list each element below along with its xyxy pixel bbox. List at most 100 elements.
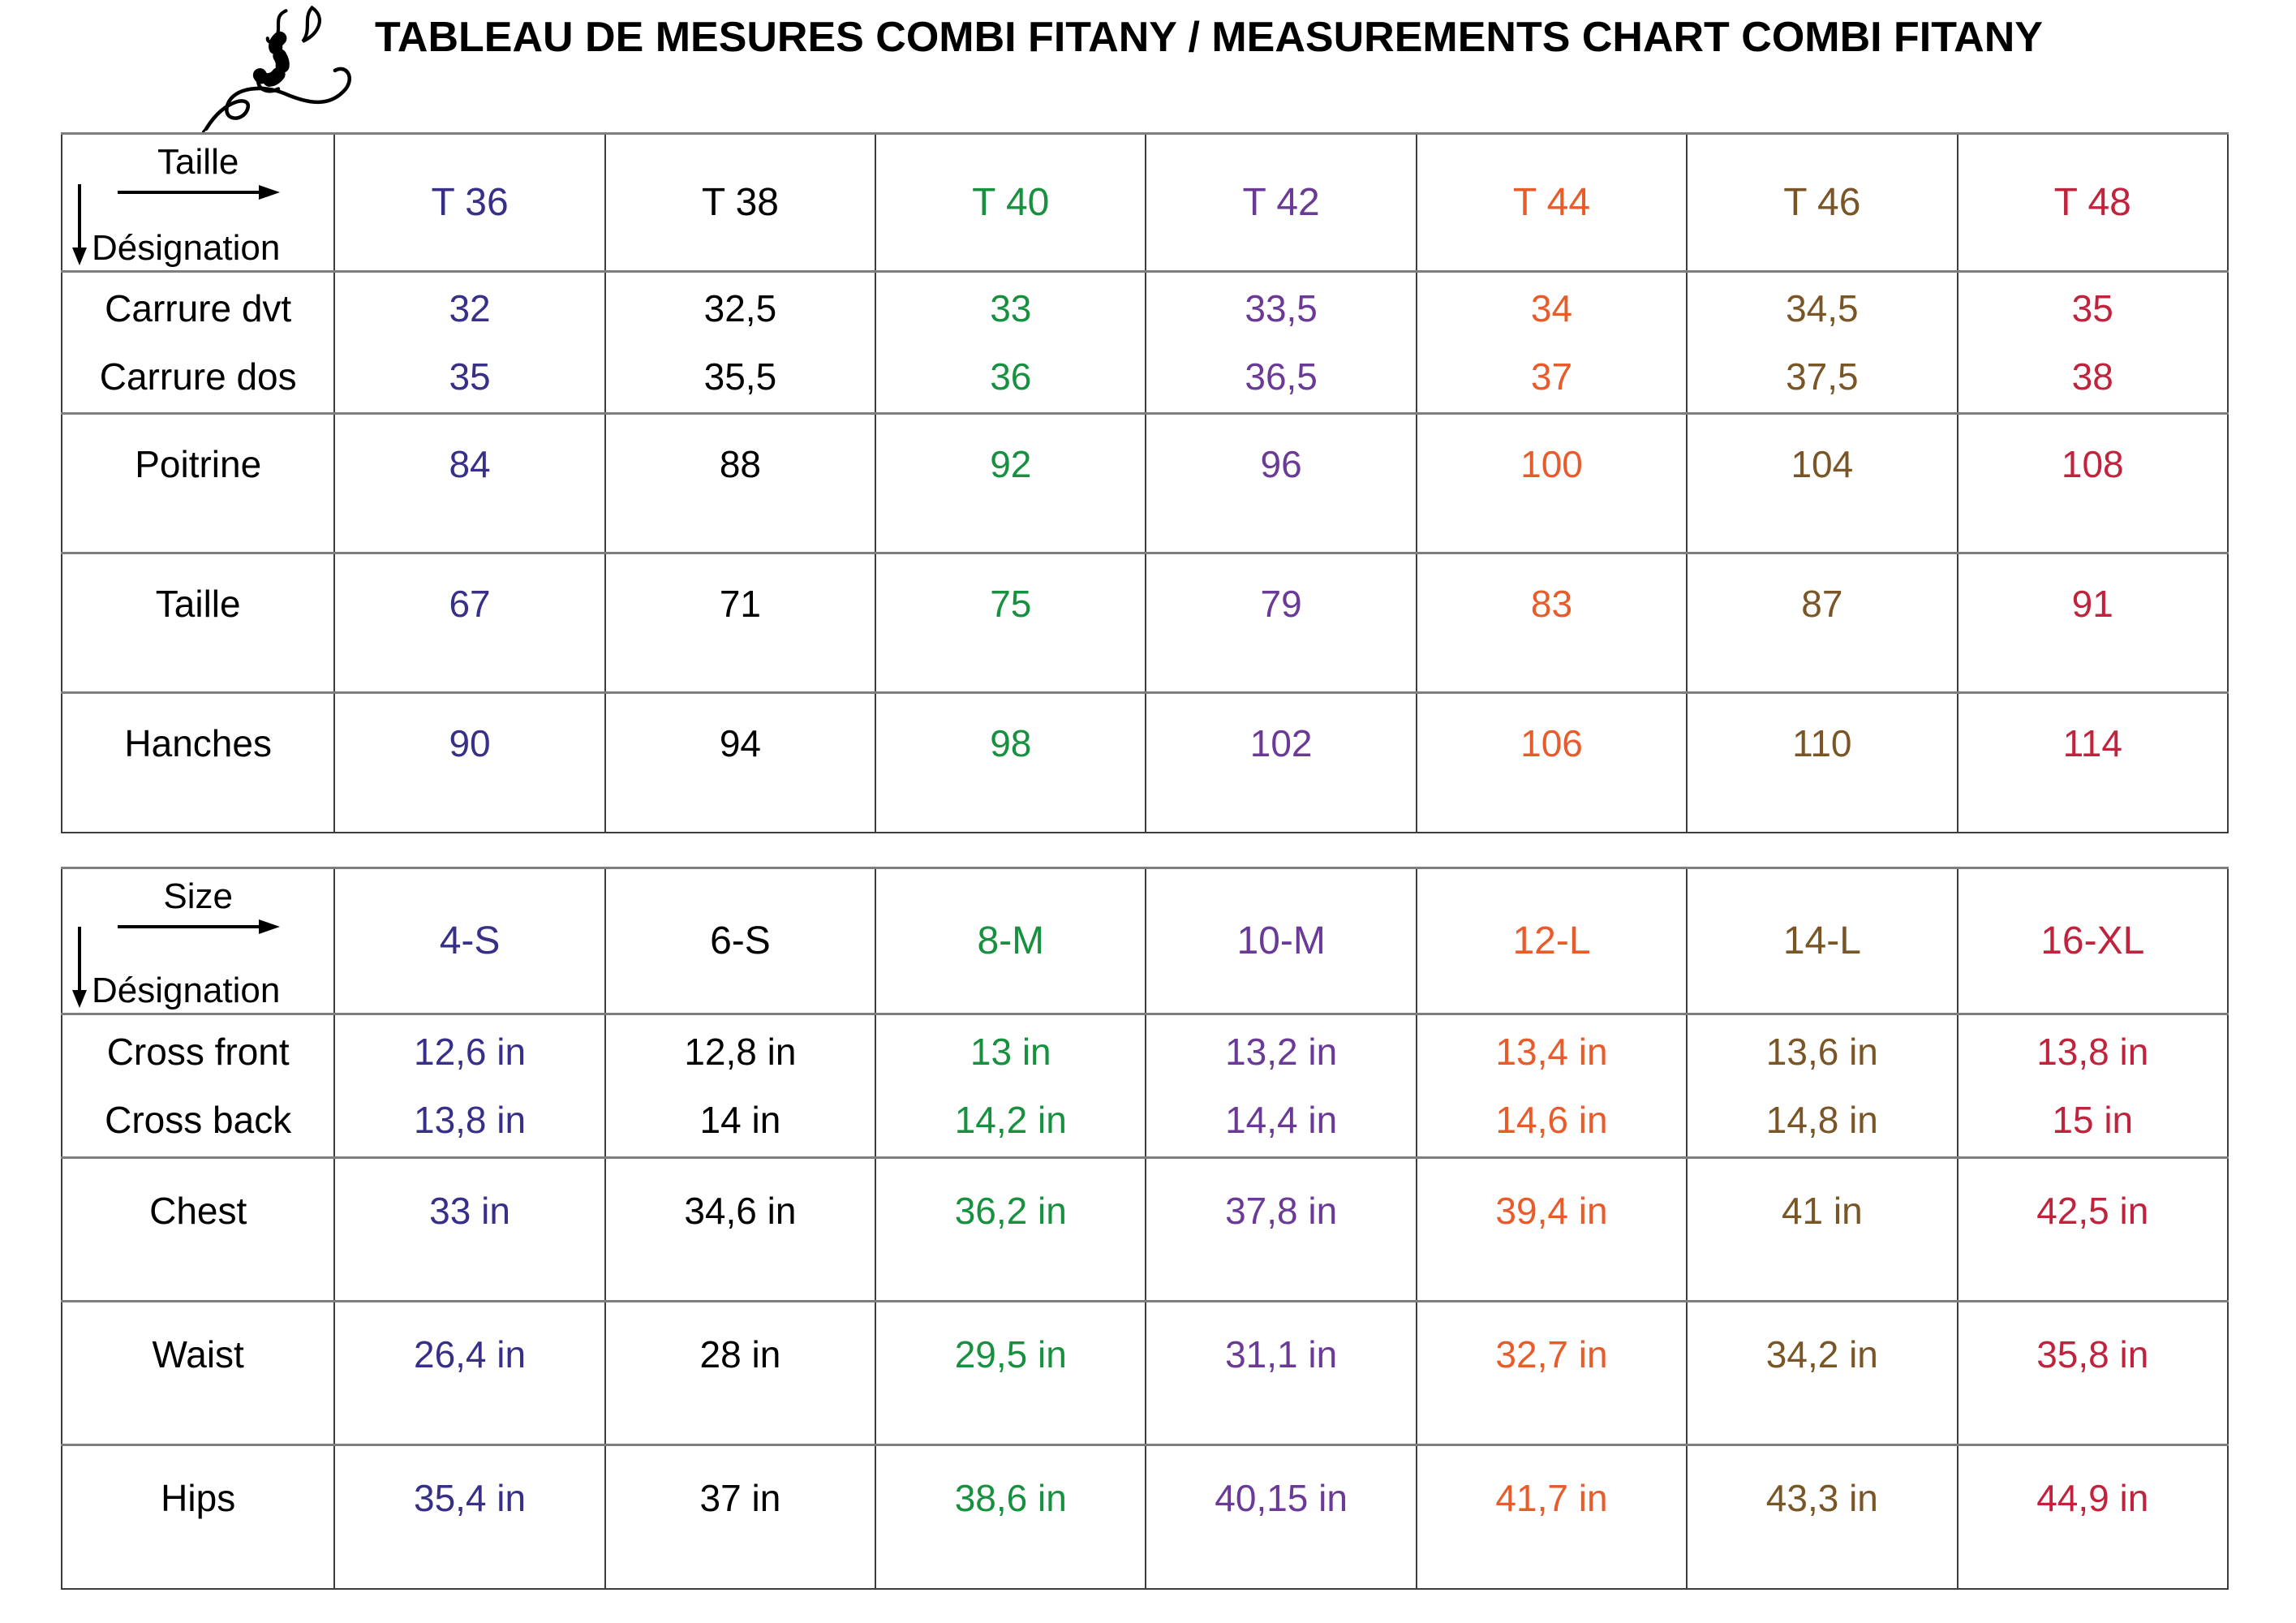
measurement-cell: 94	[604, 691, 877, 833]
measurement-value: 90	[449, 722, 491, 765]
measurement-value: 29,5 in	[954, 1332, 1067, 1375]
measurement-value: 41,7 in	[1495, 1476, 1608, 1519]
measurement-value: 37	[1530, 355, 1573, 398]
measurement-value: 42,5 in	[2036, 1189, 2149, 1232]
measurement-cell: 41 in	[1686, 1156, 1958, 1302]
measurement-cell: 12,8 in 14 in	[604, 1013, 877, 1159]
measurement-cell: 33 in	[333, 1156, 606, 1302]
row-axis-block: Désignation	[69, 925, 280, 1010]
column-header: T 46	[1686, 132, 1958, 273]
measurement-cell: 71	[604, 552, 877, 694]
measurement-value: 94	[719, 722, 761, 765]
measurement-cell: 41,7 in	[1415, 1444, 1688, 1590]
measurement-value: 13,2 in	[1225, 1031, 1338, 1073]
measurement-cell: 26,4 in	[333, 1300, 606, 1446]
row-label: Chest	[149, 1189, 247, 1232]
column-axis-label: Size	[163, 876, 233, 916]
measurement-value: 14,6 in	[1495, 1099, 1608, 1141]
measurement-value: 13,6 in	[1765, 1031, 1878, 1073]
measurement-cell: 37 in	[604, 1444, 877, 1590]
row-label: Cross back	[105, 1099, 292, 1141]
measurement-value: 31,1 in	[1225, 1332, 1338, 1375]
column-header: 14-L	[1686, 867, 1958, 1015]
measurement-value: 32,5	[703, 287, 777, 329]
measurement-cell: 90	[333, 691, 606, 833]
right-arrow-icon	[118, 185, 281, 200]
column-header: T 40	[875, 132, 1147, 273]
measurement-cell: 32 35	[333, 270, 606, 415]
measurement-value: 114	[2062, 722, 2122, 765]
measurement-cell: 13,6 in 14,8 in	[1686, 1013, 1958, 1159]
measurement-cell: 108	[1956, 412, 2229, 554]
measurement-value: 35	[2071, 287, 2113, 329]
row-label: Carrure dos	[99, 355, 297, 398]
row-axis-block: Désignation	[69, 183, 280, 267]
measurement-cell: 79	[1145, 552, 1417, 694]
measurement-value: 79	[1260, 583, 1302, 625]
measurement-value: 108	[2061, 443, 2124, 485]
measurement-value: 33	[990, 287, 1032, 329]
column-header: T 48	[1956, 132, 2229, 273]
down-arrow-icon	[72, 184, 87, 265]
measurement-cell: 106	[1415, 691, 1688, 833]
measurement-cell: 31,1 in	[1145, 1300, 1417, 1446]
column-header: T 42	[1145, 132, 1417, 273]
row-label: Carrure dvt	[105, 287, 292, 329]
measurement-value: 13 in	[970, 1031, 1051, 1073]
column-axis-label: Taille	[157, 142, 239, 182]
measurement-value: 43,3 in	[1765, 1476, 1878, 1519]
measurement-value: 28 in	[699, 1332, 781, 1375]
measurement-value: 37,8 in	[1225, 1189, 1338, 1232]
measurement-value: 35,5	[703, 355, 777, 398]
measurement-cell: 40,15 in	[1145, 1444, 1417, 1590]
measurement-value: 35,8 in	[2036, 1332, 2149, 1375]
measurement-cell: 28 in	[604, 1300, 877, 1446]
measurement-cell: 35,4 in	[333, 1444, 606, 1590]
measurement-value: 26,4 in	[413, 1332, 527, 1375]
measurement-cell: 38,6 in	[875, 1444, 1147, 1590]
measurement-value: 40,15 in	[1215, 1476, 1348, 1519]
measurement-cell: 13,8 in 15 in	[1956, 1013, 2229, 1159]
measurement-value: 14 in	[699, 1099, 781, 1141]
measurement-cell: 83	[1415, 552, 1688, 694]
measurement-cell: 114	[1956, 691, 2229, 833]
measurement-value: 34,5	[1786, 287, 1859, 329]
measurement-cell: 92	[875, 412, 1147, 554]
measurement-cell: 32,7 in	[1415, 1300, 1688, 1446]
measurement-value: 14,8 in	[1765, 1099, 1878, 1141]
measurement-cell: 39,4 in	[1415, 1156, 1688, 1302]
column-header: T 36	[333, 132, 606, 273]
row-label-cell: Poitrine	[60, 412, 336, 554]
measurement-cell: 44,9 in	[1956, 1444, 2229, 1590]
row-label: Waist	[152, 1332, 244, 1375]
axis-corner-cell: Taille Désignation	[60, 132, 336, 273]
brand-flourish-logo	[201, 5, 351, 133]
measurement-value: 33,5	[1245, 287, 1318, 329]
measurement-value: 34,2 in	[1765, 1332, 1878, 1375]
row-axis-label: Désignation	[92, 970, 281, 1010]
row-label: Hips	[161, 1476, 236, 1519]
measurement-value: 34	[1530, 287, 1573, 329]
measurement-value: 110	[1792, 722, 1852, 765]
row-label-cell: Taille	[60, 552, 336, 694]
measurement-cell: 12,6 in 13,8 in	[333, 1013, 606, 1159]
measurement-value: 96	[1260, 443, 1302, 485]
measurement-cell: 13,4 in 14,6 in	[1415, 1013, 1688, 1159]
column-header: T 38	[604, 132, 877, 273]
row-label-cell: Hanches	[60, 691, 336, 833]
measurement-cell: 13 in 14,2 in	[875, 1013, 1147, 1159]
measurement-value: 92	[990, 443, 1032, 485]
measurement-value: 37,5	[1786, 355, 1859, 398]
row-label-cell: Hips	[60, 1444, 336, 1590]
measurement-cell: 34,6 in	[604, 1156, 877, 1302]
measurement-cell: 36,2 in	[875, 1156, 1147, 1302]
measurement-cell: 87	[1686, 552, 1958, 694]
down-arrow-icon	[72, 927, 87, 1008]
row-label-cell: Cross front Cross back	[60, 1013, 336, 1159]
measurement-value: 13,4 in	[1495, 1031, 1608, 1073]
measurement-cell: 104	[1686, 412, 1958, 554]
right-arrow-icon	[118, 919, 281, 935]
measurement-value: 102	[1249, 722, 1313, 765]
measurement-cell: 88	[604, 412, 877, 554]
